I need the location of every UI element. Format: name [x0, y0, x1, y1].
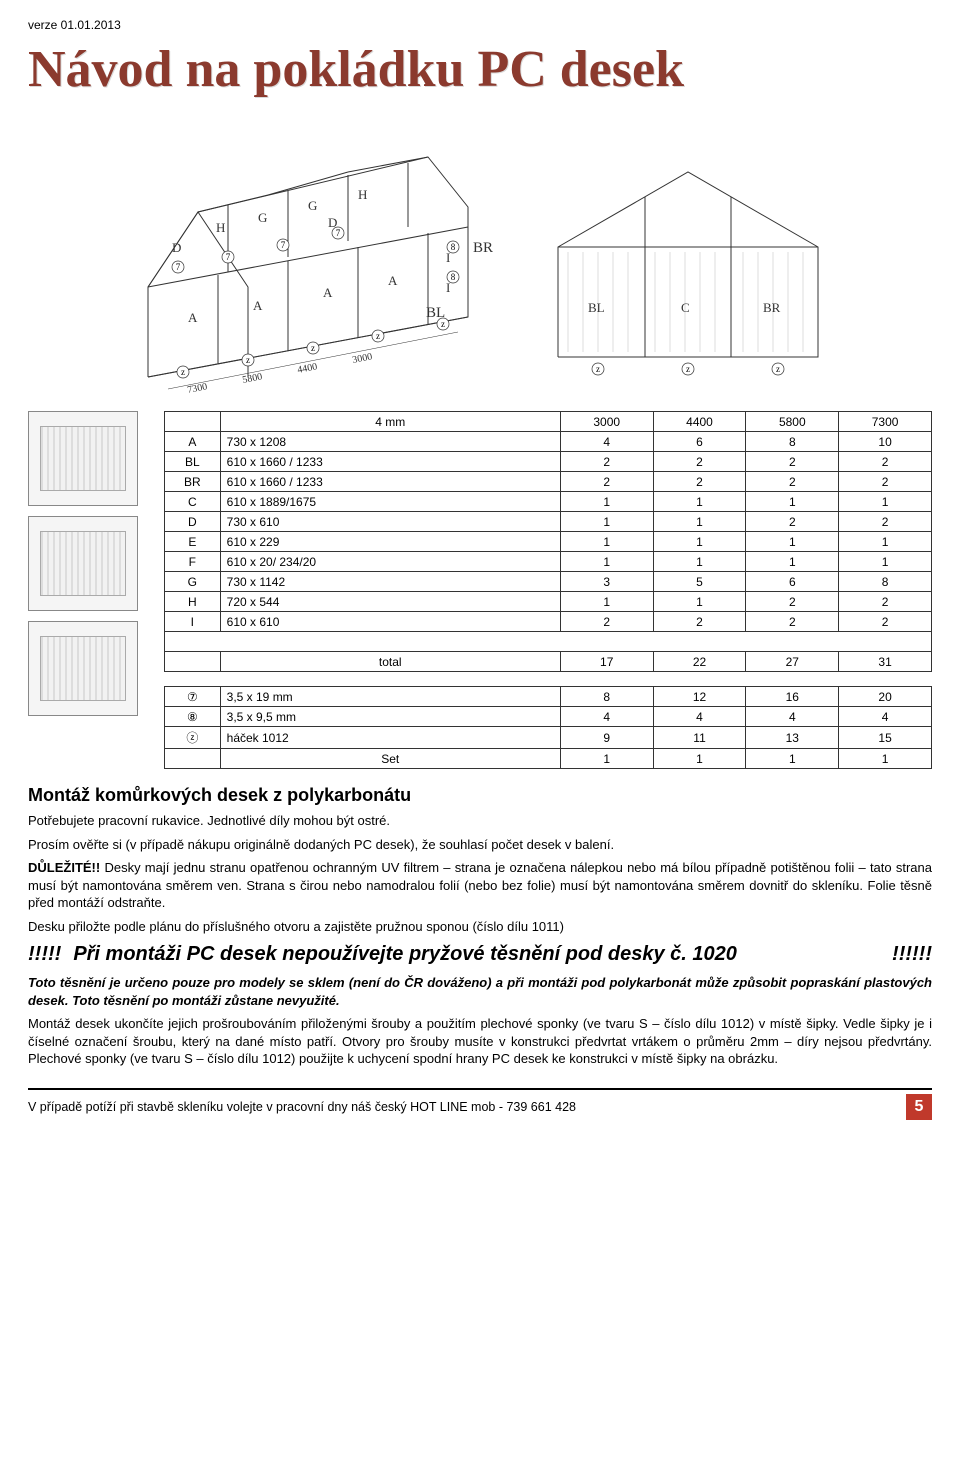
svg-text:z: z — [596, 364, 600, 374]
diagram-row: H G G H D D A A A A I I BR BL 7300 5800 … — [28, 117, 932, 397]
svg-text:G: G — [308, 198, 317, 213]
panel-size-table: 4 mm3000440058007300A730 x 120846810BL61… — [164, 411, 932, 672]
greenhouse-3d-diagram: H G G H D D A A A A I I BR BL 7300 5800 … — [28, 117, 508, 397]
svg-text:3000: 3000 — [351, 351, 373, 366]
svg-text:7: 7 — [336, 228, 341, 238]
svg-text:C: C — [681, 300, 690, 315]
svg-text:BR: BR — [763, 300, 781, 315]
paragraph-6: Montáž desek ukončíte jejich prošroubová… — [28, 1015, 932, 1068]
svg-text:7: 7 — [176, 262, 181, 272]
svg-text:G: G — [258, 210, 267, 225]
warn-marks-right: !!!!!! — [892, 943, 932, 966]
footer-text: V případě potíží při stavbě skleníku vol… — [28, 1100, 576, 1114]
tables-row: 4 mm3000440058007300A730 x 120846810BL61… — [28, 411, 932, 769]
greenhouse-front-diagram: BL C BR z z z — [538, 157, 838, 377]
svg-text:5800: 5800 — [241, 371, 263, 386]
svg-text:4400: 4400 — [296, 361, 318, 376]
svg-text:BL: BL — [588, 300, 605, 315]
warning-line: !!!!! Při montáži PC desek nepoužívejte … — [28, 943, 932, 966]
svg-text:A: A — [388, 273, 398, 288]
page-title: Návod na pokládku PC desek — [28, 40, 932, 99]
detail-sketches — [28, 411, 138, 716]
paragraph-5: Toto těsnění je určeno pouze pro modely … — [28, 974, 932, 1009]
svg-text:H: H — [216, 220, 225, 235]
page-footer: V případě potíží při stavbě skleníku vol… — [28, 1088, 932, 1130]
paragraph-1: Potřebujete pracovní rukavice. Jednotliv… — [28, 812, 932, 830]
svg-text:z: z — [376, 331, 380, 341]
paragraph-3: DŮLEŽITÉ!! Desky mají jednu stranu opatř… — [28, 859, 932, 912]
svg-text:D: D — [172, 240, 181, 255]
section-heading: Montáž komůrkových desek z polykarbonátu — [28, 785, 932, 806]
svg-text:H: H — [358, 187, 367, 202]
warn-text: Při montáži PC desek nepoužívejte pryžov… — [73, 943, 880, 966]
page-number-badge: 5 — [906, 1094, 932, 1120]
svg-text:z: z — [441, 319, 445, 329]
svg-text:8: 8 — [451, 242, 456, 252]
svg-text:7: 7 — [281, 240, 286, 250]
svg-text:A: A — [323, 285, 333, 300]
important-label: DŮLEŽITÉ!! — [28, 860, 100, 875]
version-text: verze 01.01.2013 — [28, 18, 932, 32]
svg-text:z: z — [686, 364, 690, 374]
warn-marks-left: !!!!! — [28, 943, 61, 966]
detail-sketch-3 — [28, 621, 138, 716]
svg-text:A: A — [188, 310, 198, 325]
svg-text:z: z — [181, 367, 185, 377]
paragraph-2: Prosím ověřte si (v případě nákupu origi… — [28, 836, 932, 854]
paragraph-4: Desku přiložte podle plánu do příslušnéh… — [28, 918, 932, 936]
svg-text:8: 8 — [451, 272, 456, 282]
svg-text:7300: 7300 — [186, 381, 208, 396]
svg-text:A: A — [253, 298, 263, 313]
detail-sketch-1 — [28, 411, 138, 506]
svg-text:7: 7 — [226, 252, 231, 262]
svg-text:z: z — [311, 343, 315, 353]
svg-text:z: z — [776, 364, 780, 374]
svg-text:BR: BR — [473, 240, 493, 256]
svg-text:z: z — [246, 355, 250, 365]
hardware-table: ⑦3,5 x 19 mm8121620⑧3,5 x 9,5 mm4444ⓩháč… — [164, 686, 932, 769]
detail-sketch-2 — [28, 516, 138, 611]
